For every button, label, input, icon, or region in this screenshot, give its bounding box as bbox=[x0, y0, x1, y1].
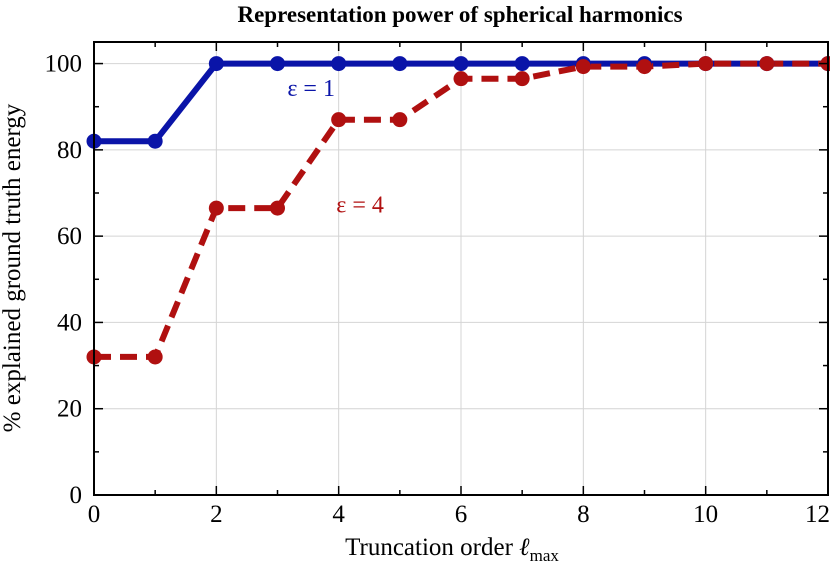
y-tick-label: 0 bbox=[70, 482, 83, 509]
series-2-point bbox=[453, 71, 469, 87]
x-axis-label-symbol: ℓ bbox=[519, 534, 530, 561]
x-tick-label: 0 bbox=[88, 501, 101, 528]
x-axis-label: Truncation order ℓmax bbox=[345, 534, 559, 562]
tick-labels: 0 2 4 6 8 10 12 0 20 40 60 80 100 bbox=[45, 51, 830, 528]
y-tick-label: 100 bbox=[45, 51, 83, 78]
series-1-point bbox=[270, 56, 285, 72]
annotations: ε = 1 ε = 4 bbox=[287, 76, 384, 218]
x-tick-label: 6 bbox=[455, 501, 468, 528]
y-tick-label: 20 bbox=[57, 396, 82, 423]
series-1-point bbox=[514, 56, 530, 72]
series-2-point bbox=[208, 200, 224, 216]
series-2-point bbox=[270, 200, 285, 216]
series-2-point bbox=[637, 59, 652, 75]
series-2-point bbox=[698, 56, 714, 72]
series-2-point bbox=[514, 71, 530, 87]
x-tick-label: 12 bbox=[805, 501, 830, 528]
series-2-point bbox=[392, 112, 408, 128]
grid bbox=[93, 42, 829, 496]
series-1-point bbox=[453, 56, 469, 72]
series-2-point bbox=[147, 349, 163, 365]
x-axis-label-text: Truncation order bbox=[345, 534, 513, 561]
series-2-point bbox=[759, 56, 775, 72]
series-annotation-1: ε = 1 bbox=[287, 76, 335, 102]
series-1-point bbox=[392, 56, 408, 72]
ticks bbox=[93, 42, 829, 496]
series-1-point bbox=[331, 56, 347, 72]
series-2-point bbox=[575, 59, 591, 75]
y-tick-label: 40 bbox=[57, 309, 82, 336]
y-axis-label: % explained ground truth energy bbox=[0, 103, 26, 432]
series-annotation-2: ε = 4 bbox=[336, 192, 384, 218]
series-markers bbox=[86, 56, 830, 365]
chart-title: Representation power of spherical harmon… bbox=[237, 2, 682, 27]
series-1-point bbox=[147, 133, 163, 149]
x-tick-label: 2 bbox=[210, 501, 223, 528]
x-tick-label: 4 bbox=[332, 501, 345, 528]
y-tick-label: 80 bbox=[57, 137, 82, 164]
x-tick-label: 8 bbox=[577, 501, 590, 528]
series-2-point bbox=[331, 112, 347, 128]
x-tick-label: 10 bbox=[693, 501, 718, 528]
x-axis-label-subscript: max bbox=[530, 546, 560, 562]
y-tick-label: 60 bbox=[57, 223, 82, 250]
series-1-point bbox=[208, 56, 224, 72]
